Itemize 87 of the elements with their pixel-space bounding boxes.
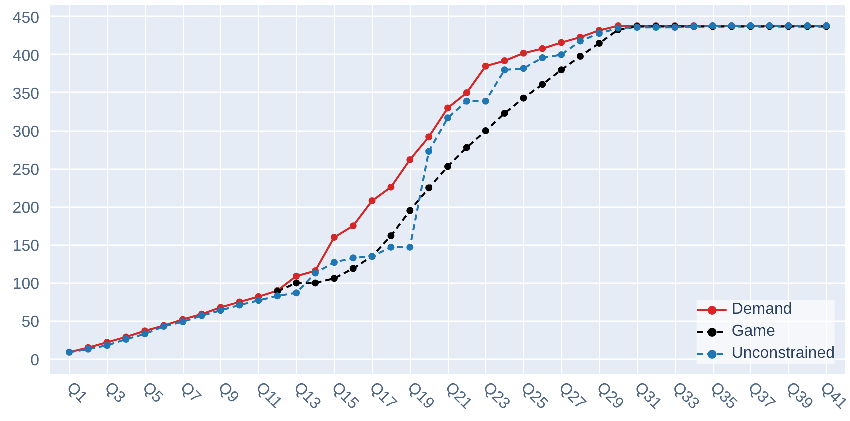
y-tick-label: 200: [12, 200, 40, 218]
point: [104, 342, 111, 350]
point: [274, 292, 282, 300]
point: [388, 232, 395, 240]
point: [330, 275, 338, 282]
point: [293, 272, 300, 280]
x-tick-label: Q29: [593, 379, 627, 413]
legend-label: Unconstrained: [732, 345, 835, 363]
point: [236, 302, 244, 309]
point: [180, 318, 186, 326]
y-tick-label: 0: [30, 352, 40, 370]
x-tick-label: Q23: [480, 379, 514, 413]
point: [539, 45, 546, 52]
x-tick-label: Q31: [631, 379, 665, 413]
point: [463, 90, 470, 96]
point: [217, 307, 224, 314]
point: [482, 98, 490, 105]
x-tick-label: Q33: [669, 379, 703, 413]
point: [406, 156, 414, 164]
x-tick-label: Q7: [176, 379, 204, 407]
point: [596, 30, 603, 38]
point: [406, 244, 414, 251]
point: [426, 184, 433, 192]
point: [558, 39, 566, 46]
point: [577, 38, 584, 45]
point: [520, 94, 528, 102]
legend-label: Demand: [732, 301, 792, 319]
point: [122, 336, 130, 343]
point: [350, 222, 357, 230]
point: [255, 297, 262, 304]
x-tick-label: Q13: [290, 379, 324, 413]
point: [558, 51, 566, 58]
x-tick-label: Q27: [556, 379, 590, 413]
point: [520, 50, 528, 57]
point: [558, 66, 566, 74]
point: [501, 66, 508, 74]
point: [501, 110, 508, 118]
point: [501, 58, 508, 65]
x-tick-label: Q1: [63, 379, 91, 407]
x-tick-label: Q21: [442, 379, 476, 413]
point: [463, 98, 470, 105]
point: [330, 259, 338, 266]
x-tick-label: Q19: [404, 379, 438, 413]
point: [426, 134, 433, 141]
x-tick-label: Q41: [817, 379, 850, 413]
y-tick-label: 300: [12, 124, 40, 142]
point: [539, 81, 546, 88]
x-tick-label: Q9: [214, 379, 242, 407]
x-tick-label: Q35: [706, 379, 740, 413]
y-tick-label: 250: [12, 162, 40, 180]
y-tick-label: 450: [12, 10, 40, 27]
point: [312, 280, 319, 287]
x-tick-label: Q5: [139, 379, 166, 407]
point: [350, 265, 357, 272]
point: [577, 52, 584, 60]
y-tick-label: 350: [12, 86, 40, 103]
legend-label: Game: [732, 323, 776, 341]
x-tick-label: Q3: [101, 379, 128, 407]
x-tick-label: Q25: [518, 379, 552, 413]
point: [482, 62, 490, 70]
x-tick-label: Q15: [328, 379, 362, 413]
point: [520, 65, 528, 72]
point: [330, 234, 338, 242]
point: [388, 244, 395, 251]
point: [350, 254, 357, 262]
point: [142, 330, 149, 338]
y-tick-label: 150: [12, 238, 40, 256]
y-tick-label: 400: [12, 48, 40, 65]
x-tick-label: Q37: [744, 379, 778, 413]
x-tick-label: Q11: [252, 379, 286, 412]
point: [444, 163, 452, 170]
point: [293, 280, 300, 287]
x-tick-label: Q17: [366, 379, 400, 413]
point: [463, 144, 470, 152]
point: [444, 114, 452, 122]
y-tick-label: 50: [22, 314, 40, 332]
point: [368, 198, 376, 205]
point: [426, 148, 433, 156]
point: [444, 104, 452, 112]
point: [596, 40, 603, 48]
point: [388, 184, 395, 191]
point: [293, 290, 300, 297]
point: [482, 128, 490, 135]
point: [539, 54, 546, 62]
point: [406, 207, 414, 214]
y-tick-label: 100: [12, 276, 40, 294]
x-tick-label: Q39: [782, 379, 816, 413]
